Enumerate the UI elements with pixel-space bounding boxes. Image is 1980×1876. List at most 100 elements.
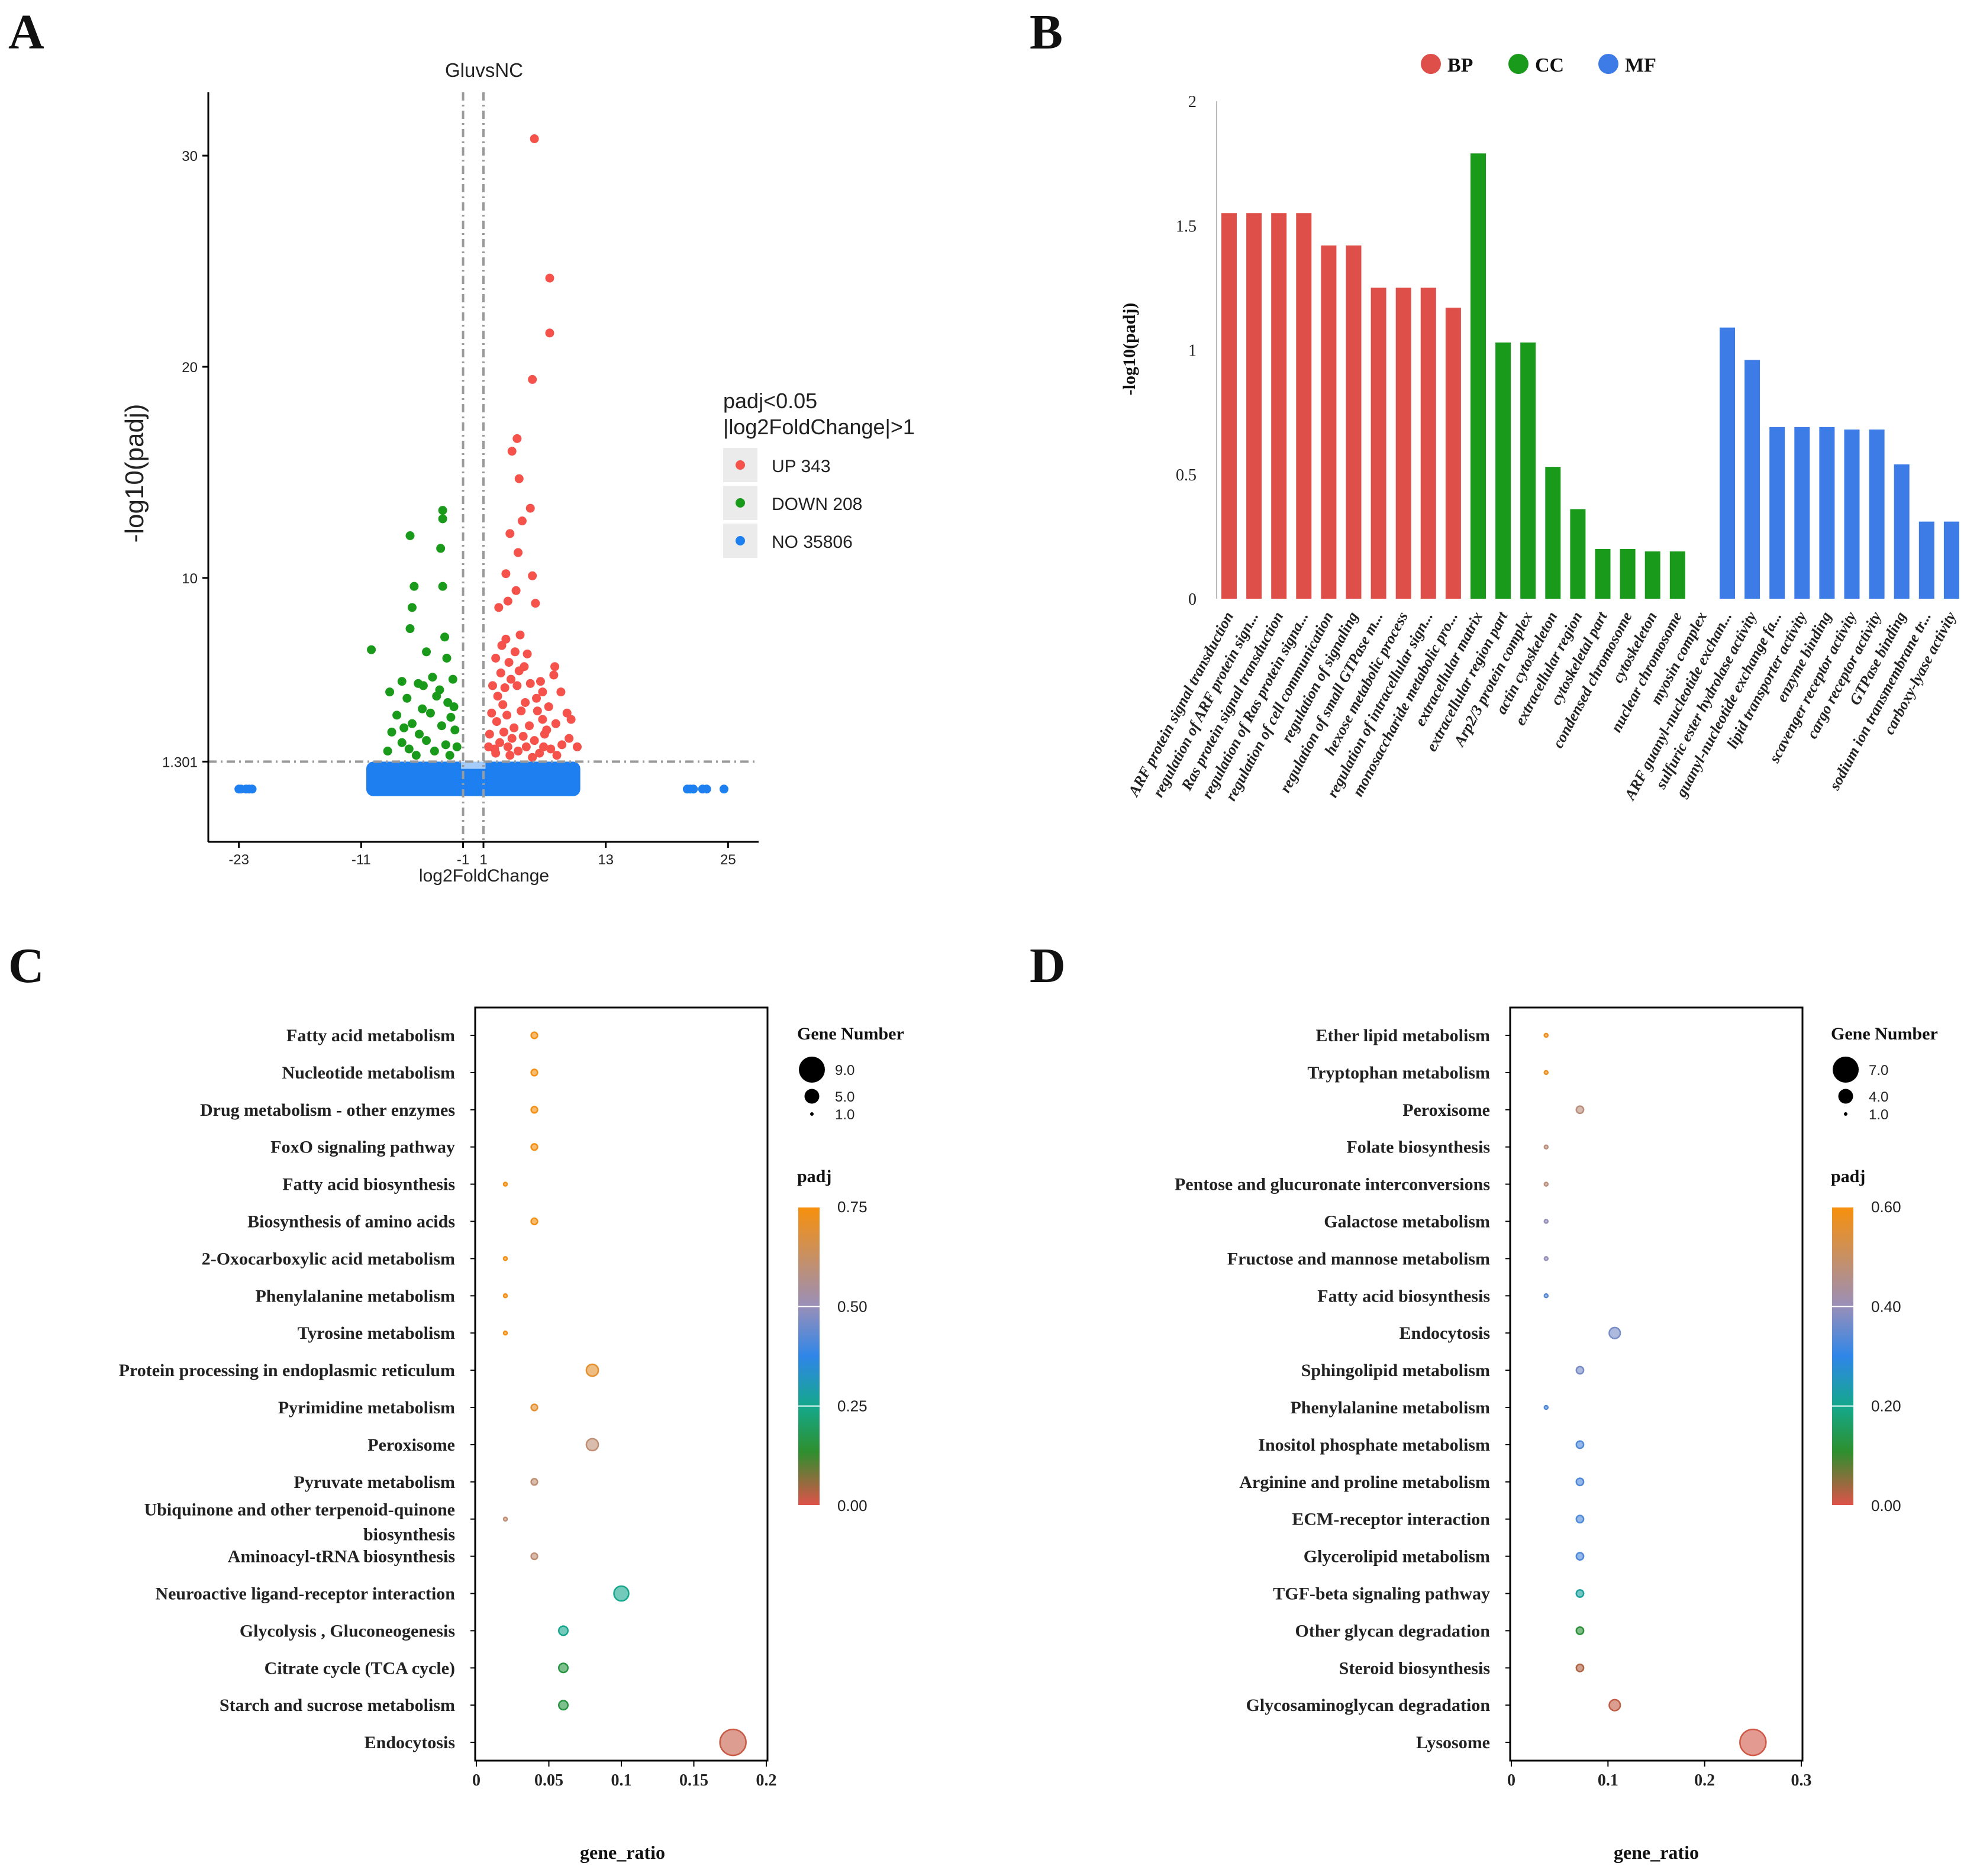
volcano-point-down-27: [415, 729, 424, 739]
volcano-point-down-2: [405, 531, 415, 540]
dotplot-d-dot-17: [1575, 1663, 1585, 1672]
go-y-tick-label: 1.5: [1176, 217, 1197, 235]
volcano-point-up-14: [503, 596, 512, 606]
go-y-label: -log10(padj): [1120, 303, 1139, 396]
dotplot-d-term-label: Sphingolipid metabolism: [1301, 1361, 1490, 1380]
volcano-point-up-56: [518, 732, 528, 741]
go-bar-bp-6: [1370, 288, 1386, 599]
go-bar-bp-0: [1221, 213, 1237, 599]
dotplot-c-term-label: Peroxisome: [367, 1435, 455, 1455]
dotplot-d-size-legend-dot: [1838, 1089, 1853, 1104]
dotplot-c-x-tick-label: 0.1: [611, 1771, 632, 1790]
volcano-point-up-26: [525, 679, 535, 688]
dotplot-c-dot-16: [558, 1625, 569, 1636]
volcano-point-down-14: [428, 673, 437, 682]
volcano-point-up-57: [507, 734, 517, 743]
dotplot-c-term-label: FoxO signaling pathway: [270, 1138, 455, 1157]
dotplot-d-dot-8: [1608, 1326, 1621, 1339]
kegg-dot-panel-c: Fatty acid metabolism Nucleotide metaboli…: [119, 1006, 904, 1863]
volcano-x-tick-label: -23: [228, 852, 249, 868]
volcano-point-up-23: [504, 658, 514, 667]
volcano-y-tick-label: 10: [182, 571, 198, 587]
volcano-point-down-17: [402, 693, 412, 703]
dotplot-c-term-label: Nucleotide metabolism: [282, 1063, 455, 1083]
dotplot-c-dot-5: [530, 1217, 538, 1226]
volcano-point-down-40: [399, 723, 409, 732]
go-y-tick-label: 0: [1188, 590, 1197, 609]
go-bar-cc-2: [1520, 342, 1536, 599]
volcano-point-up-25: [536, 677, 545, 686]
dotplot-d-frame: [1509, 1006, 1804, 1762]
dotplot-c-color-legend-title: padj: [797, 1167, 831, 1186]
legend-marker-down: [736, 498, 745, 508]
volcano-point-down-23: [446, 712, 456, 722]
dotplot-c-size-legend-dot: [804, 1089, 820, 1104]
go-bar-mf-1: [1744, 360, 1760, 599]
dotplot-d-x-tick-label: 0.1: [1598, 1771, 1618, 1790]
dotplot-c-size-legend-label: 1.0: [835, 1107, 854, 1123]
dotplot-c-term-label: Phenylalanine metabolism: [255, 1286, 455, 1306]
dotplot-d-x-tick-label: 0.2: [1694, 1771, 1715, 1790]
volcano-x-tick-label: 13: [598, 852, 614, 868]
go-bar-cc-6: [1620, 548, 1636, 599]
volcano-point-up-70: [485, 729, 494, 739]
volcano-point-up-43: [565, 734, 574, 743]
dotplot-c-term-label: Protein processing in endoplasmic reticu…: [119, 1361, 455, 1380]
dotplot-c-dot-1: [530, 1068, 538, 1077]
dotplot-c-term-label: Drug metabolism - other enzymes: [200, 1100, 455, 1120]
go-bar-cc-7: [1644, 551, 1660, 599]
volcano-point-up-12: [528, 571, 537, 580]
go-bar-mf-5: [1844, 430, 1860, 599]
dotplot-c-colorbar-label: 0.50: [837, 1297, 868, 1315]
volcano-point-up-51: [535, 748, 544, 758]
dotplot-d-dot-6: [1543, 1256, 1549, 1261]
go-bar-mf-3: [1794, 427, 1810, 599]
dotplot-d-term-label: Endocytosis: [1399, 1323, 1490, 1343]
volcano-point-up-44: [530, 736, 539, 745]
volcano-point-up-24: [549, 670, 559, 680]
dotplot-c-dot-12: [530, 1478, 538, 1486]
go-bar-cc-8: [1669, 551, 1685, 599]
dotplot-d-term-label: Steroid biosynthesis: [1339, 1658, 1490, 1678]
volcano-x-tick-label: -1: [457, 852, 469, 868]
dotplot-d-dot-15: [1575, 1589, 1585, 1598]
go-bar-cc-5: [1595, 548, 1611, 599]
volcano-point-up-65: [538, 687, 547, 697]
dotplot-d-dot-3: [1543, 1144, 1549, 1150]
volcano-point-down-33: [430, 747, 439, 756]
legend-label-up: UP 343: [772, 457, 831, 476]
volcano-point-no-10: [719, 784, 728, 794]
volcano-point-up-19: [497, 641, 507, 650]
volcano-point-down-37: [445, 751, 454, 760]
dotplot-d-colorbar-label: 0.20: [1871, 1397, 1901, 1415]
volcano-point-down-10: [422, 647, 431, 657]
volcano-y-tick-label: 20: [182, 360, 198, 376]
volcano-point-up-72: [488, 681, 497, 690]
dotplot-d-dot-4: [1543, 1181, 1549, 1187]
volcano-point-up-62: [507, 674, 515, 684]
volcano-point-up-47: [495, 738, 505, 747]
volcano-point-up-8: [517, 516, 527, 526]
dotplot-c-dot-10: [530, 1403, 538, 1412]
volcano-point-down-1: [438, 514, 447, 524]
go-y-tick-label: 0.5: [1176, 466, 1197, 485]
volcano-point-up-50: [514, 747, 523, 756]
volcano-point-up-63: [520, 662, 529, 671]
dotplot-c-dot-14: [530, 1552, 538, 1561]
go-bar-cc-0: [1471, 153, 1486, 599]
dotplot-c-term-label-cont: biosynthesis: [363, 1525, 455, 1545]
dotplot-c-dot-11: [585, 1438, 599, 1452]
go-legend-label-cc: CC: [1535, 54, 1564, 76]
go-bars: [1221, 153, 1959, 599]
volcano-point-up-17: [515, 630, 525, 640]
dotplot-c-term-label: Starch and sucrose metabolism: [220, 1696, 455, 1715]
dotplot-d-size-legend-label: 7.0: [1869, 1063, 1888, 1079]
dotplot-d-x-tick-label: 0: [1507, 1771, 1515, 1790]
dotplot-c-dot-2: [530, 1106, 538, 1114]
dotplot-d-dot-12: [1575, 1477, 1585, 1487]
volcano-point-up-46: [557, 740, 567, 750]
panel-letter-b: B: [1030, 5, 1063, 60]
dotplot-d-term-label: Peroxisome: [1402, 1100, 1490, 1120]
